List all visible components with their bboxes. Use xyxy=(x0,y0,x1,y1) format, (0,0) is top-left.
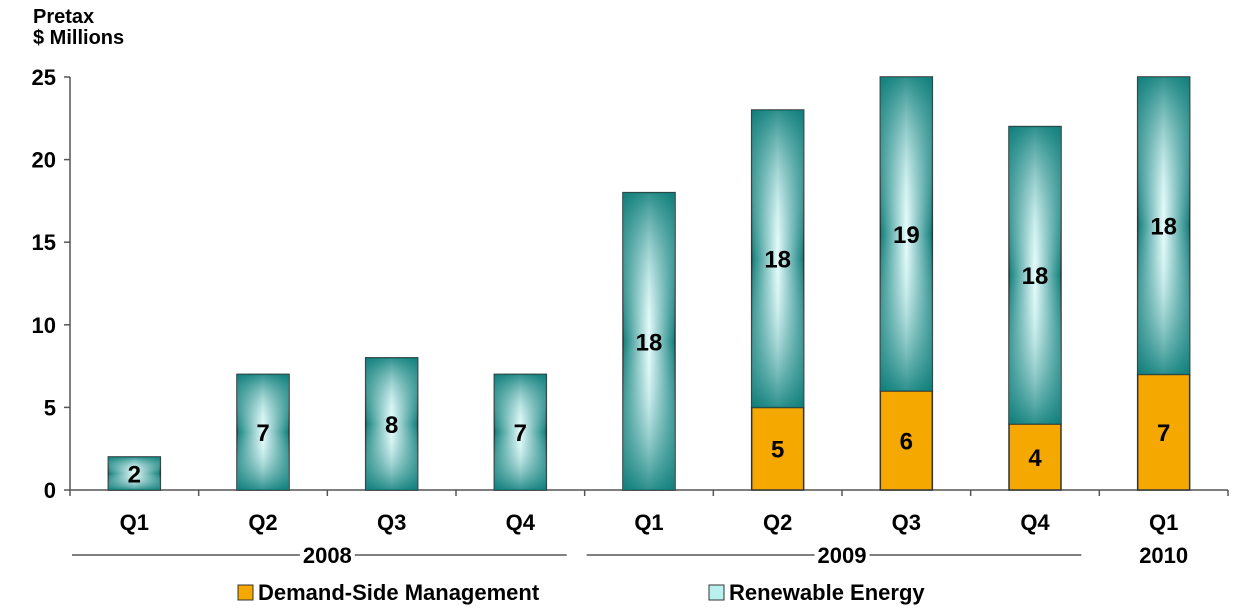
bar-segment-shading xyxy=(108,456,161,490)
bar-segment xyxy=(879,390,934,491)
x-tick-label: Q3 xyxy=(892,510,921,535)
x-tick-label: Q3 xyxy=(377,510,406,535)
legend-label: Demand-Side Management xyxy=(258,580,540,605)
bar-segment-shading xyxy=(237,374,289,490)
x-tick-labels: Q1 Q2 Q3 Q4 Q1 Q2 Q3 Q4 Q1 xyxy=(120,510,1179,535)
x-tick-label: Q4 xyxy=(506,510,536,535)
group-label: 2010 xyxy=(1139,543,1188,568)
x-tick-label: Q4 xyxy=(1020,510,1050,535)
group-label-bg xyxy=(299,543,355,568)
group-label-bg xyxy=(814,543,870,568)
y-axis-title-line: Pretax xyxy=(33,6,94,28)
legend-swatch xyxy=(708,584,725,601)
y-tick-label: 5 xyxy=(44,395,56,420)
data-label: 18 xyxy=(1022,263,1049,290)
legend: Demand-Side Management Renewable Energy xyxy=(237,580,925,605)
year-groups: 2008 2009 2010 xyxy=(72,543,1188,568)
y-tick-label: 15 xyxy=(32,230,56,255)
bar-segment-shading xyxy=(751,110,804,408)
bar-segment-shading xyxy=(1009,126,1061,424)
data-label: 7 xyxy=(514,420,527,447)
bars xyxy=(107,76,1191,491)
data-label: 18 xyxy=(764,247,791,274)
data-label: 19 xyxy=(893,222,920,249)
y-tick-label: 10 xyxy=(32,313,56,338)
bar-segment xyxy=(1008,423,1062,491)
data-label: 7 xyxy=(1157,420,1170,447)
data-labels: 2 7 8 7 18 5 18 6 19 4 18 7 18 xyxy=(128,214,1177,489)
data-label: 4 xyxy=(1028,445,1042,472)
data-label: 7 xyxy=(256,420,269,447)
x-tick-label: Q1 xyxy=(634,510,663,535)
bar-segment-shading xyxy=(623,192,675,490)
x-tick-label: Q2 xyxy=(763,510,792,535)
data-label: 18 xyxy=(636,329,663,356)
data-label: 2 xyxy=(128,461,141,488)
group-label: 2008 xyxy=(303,543,352,568)
bar-segment-shading xyxy=(1137,77,1190,375)
data-label: 18 xyxy=(1150,214,1177,241)
data-label: 8 xyxy=(385,412,398,439)
y-tick-label: 20 xyxy=(32,148,56,173)
legend-label: Renewable Energy xyxy=(729,580,925,605)
x-tick-label: Q1 xyxy=(120,510,149,535)
y-axis-title-line: $ Millions xyxy=(33,27,124,49)
bar-segment-shading xyxy=(880,77,933,391)
bar-segment-shading xyxy=(365,357,418,490)
y-axis-title: Pretax$ Millions xyxy=(33,6,124,49)
data-label: 5 xyxy=(771,437,784,464)
y-tick-label: 0 xyxy=(44,478,56,503)
group-label: 2009 xyxy=(818,543,867,568)
x-tick-label: Q2 xyxy=(248,510,277,535)
legend-swatch xyxy=(237,584,254,601)
x-tick-label: Q1 xyxy=(1149,510,1178,535)
bar-segment xyxy=(750,406,805,491)
y-tick-label: 25 xyxy=(32,65,56,90)
data-label: 6 xyxy=(900,428,913,455)
bar-segment-shading xyxy=(494,374,547,490)
